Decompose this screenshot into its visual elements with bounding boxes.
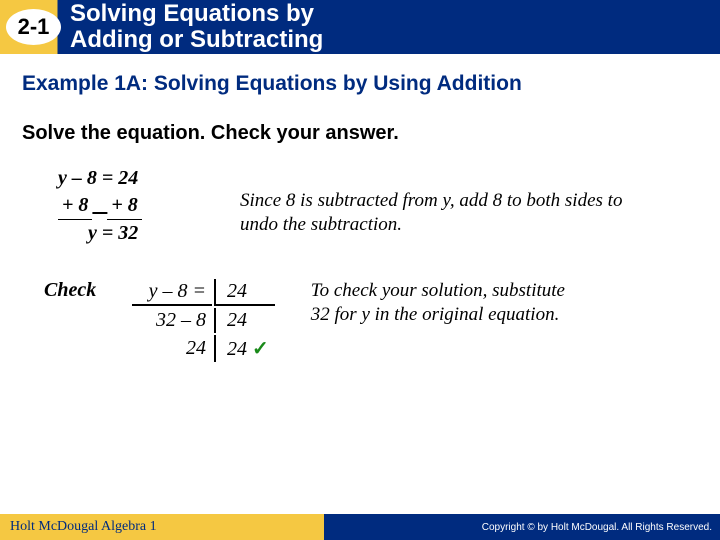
- add8-right: + 8: [107, 192, 141, 220]
- check-row-result: 24 24 ✓: [132, 335, 275, 362]
- slide-title: Solving Equations by Adding or Subtracti…: [70, 1, 323, 54]
- lesson-number-badge: 2-1: [6, 9, 61, 45]
- check-row-header: y – 8 = 24: [132, 279, 275, 306]
- check-explanation: To check your solution, substitute 32 fo…: [311, 279, 581, 327]
- check-bot-right: 24 ✓: [214, 335, 275, 362]
- slide-footer: Holt McDougal Algebra 1 Copyright © by H…: [0, 514, 720, 540]
- check-label: Check: [44, 279, 130, 302]
- example-heading: Example 1A: Solving Equations by Using A…: [22, 72, 698, 96]
- slide-content: Example 1A: Solving Equations by Using A…: [0, 54, 720, 364]
- check-mid-right: 24: [214, 308, 275, 333]
- footer-brand: Holt McDougal Algebra 1: [10, 519, 157, 535]
- check-table: y – 8 = 24 32 – 8 24 24 24 ✓: [130, 277, 277, 364]
- check-mid-left: 32 – 8: [132, 308, 212, 333]
- add8-left: + 8: [58, 192, 92, 220]
- check-section: Check y – 8 = 24 32 – 8 24 24 24 ✓ To ch…: [44, 277, 698, 364]
- equation-line2: + 8 + 8: [58, 192, 218, 220]
- footer-copyright: Copyright © by Holt McDougal. All Rights…: [482, 522, 712, 533]
- check-bot-left: 24: [132, 335, 212, 362]
- slide-header: 2-1 Solving Equations by Adding or Subtr…: [0, 0, 720, 54]
- check-top-right: 24: [214, 279, 275, 306]
- instruction-text: Solve the equation. Check your answer.: [22, 122, 698, 145]
- solve-section: y – 8 = 24 + 8 + 8 y = 32 Since 8 is sub…: [58, 165, 698, 247]
- solve-explanation: Since 8 is subtracted from y, add 8 to b…: [240, 189, 660, 237]
- result-y: y = 32: [88, 222, 138, 244]
- equation-line1: y – 8 = 24: [58, 165, 218, 192]
- title-line2: Adding or Subtracting: [70, 26, 323, 53]
- check-row-sub: 32 – 8 24: [132, 308, 275, 333]
- equation-line3: y = 32: [58, 220, 218, 247]
- checkmark-icon: ✓: [252, 338, 269, 360]
- equation-steps: y – 8 = 24 + 8 + 8 y = 32: [58, 165, 218, 247]
- check-top-left: y – 8 =: [132, 279, 212, 306]
- title-line1: Solving Equations by: [70, 0, 314, 27]
